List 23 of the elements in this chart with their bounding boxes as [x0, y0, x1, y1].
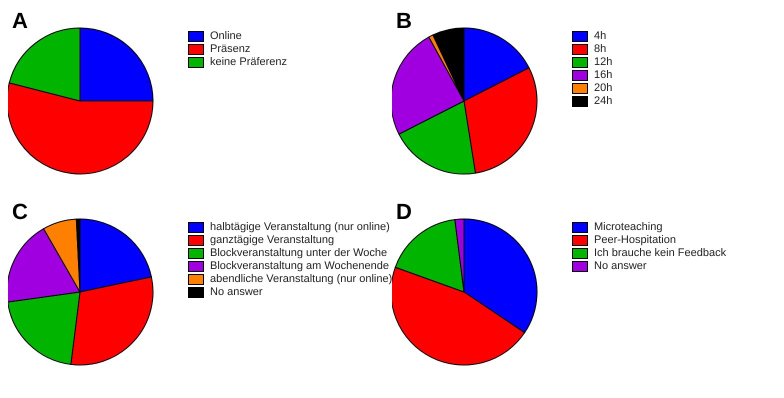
chart-title: B — [396, 8, 412, 34]
chart-title: A — [12, 8, 28, 34]
legend-label: 20h — [594, 82, 612, 95]
legend-label: Präsenz — [210, 43, 250, 56]
legend-label: abendliche Veranstaltung (nur online) — [210, 273, 392, 286]
legend-label: No answer — [594, 260, 647, 273]
legend-label: 4h — [594, 30, 606, 43]
chart-title: C — [12, 199, 28, 225]
legend-label: 12h — [594, 56, 612, 69]
legend-label: keine Präferenz — [210, 56, 288, 69]
legend-label: halbtägige Veranstaltung (nur online) — [210, 221, 390, 234]
legend-label: Ich brauche kein Feedback — [594, 247, 726, 260]
legend-label: 16h — [594, 69, 612, 82]
legend-label: Online — [210, 30, 242, 43]
legend-label: Blockveranstaltung unter der Woche — [210, 247, 388, 260]
legend-label: No answer — [210, 286, 263, 299]
legend-label: Blockveranstaltung am Wochenende — [210, 260, 389, 273]
chart-title: D — [396, 199, 412, 225]
legend-label: Peer-Hospitation — [594, 234, 676, 247]
legend-label: 24h — [594, 95, 612, 108]
legend-label: ganztägige Veranstaltung — [210, 234, 334, 247]
legend-label: Microteaching — [594, 221, 662, 234]
legend-label: 8h — [594, 43, 606, 56]
